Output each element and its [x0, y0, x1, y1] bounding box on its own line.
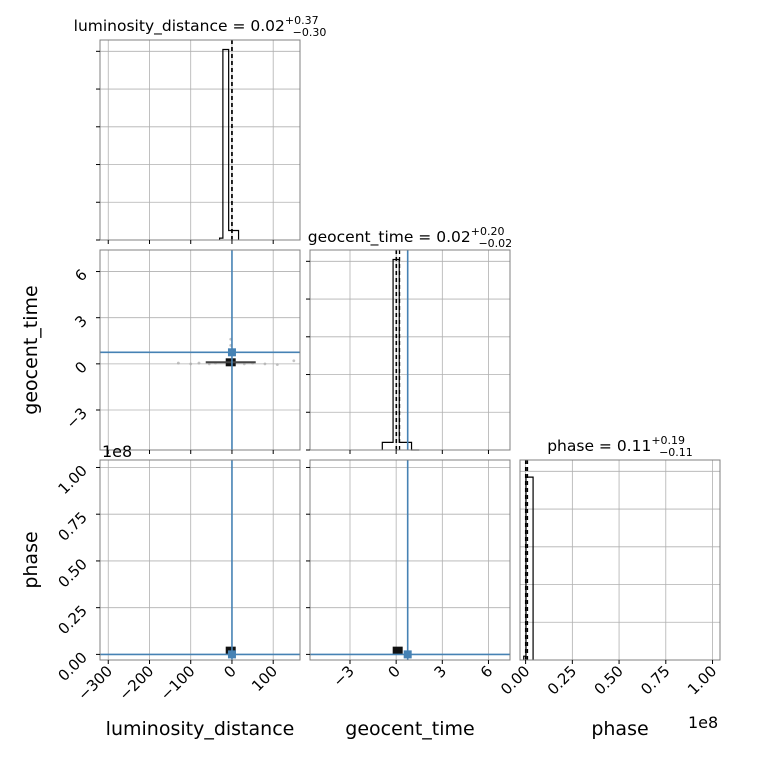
title-geocent-time: geocent_time = 0.02+0.20 −0.02 — [308, 225, 512, 250]
truth-marker — [227, 348, 236, 357]
frame-layer — [99, 39, 721, 661]
truth-marker — [227, 650, 236, 659]
title-luminosity-distance: luminosity_distance = 0.02+0.37 −0.30 — [74, 14, 327, 39]
histogram-geocent_time — [381, 258, 420, 451]
panel-frame — [99, 39, 301, 241]
x-tick-label: −100 — [157, 662, 199, 704]
x-tick-label: 0.00 — [497, 662, 533, 698]
tick-layer: −300 −200 −100 0 100 −3 0 3 6 0.00 0.25 0.50 0.75 1.0… — [54, 50, 720, 704]
y-tick-label: 6 — [71, 266, 90, 285]
panel-frame — [99, 459, 301, 661]
offset-text-phase-x: 1e8 — [688, 713, 718, 732]
ylabel-geocent-time: geocent_time — [20, 285, 42, 414]
y-tick-label: −3 — [62, 404, 90, 432]
x-tick-label: 0.50 — [591, 662, 627, 698]
x-tick-label: 0 — [220, 662, 239, 681]
x-tick-label: 3 — [431, 662, 450, 681]
xlabel-phase: phase — [591, 718, 648, 740]
y-tick-label: 0 — [71, 358, 90, 377]
panel-frame — [519, 459, 721, 661]
truth-marker — [403, 650, 412, 659]
y-tick-label: 0.50 — [54, 555, 90, 591]
scatter-point — [189, 362, 193, 366]
panel-frame — [99, 249, 301, 451]
histogram-luminosity_distance — [218, 48, 240, 240]
x-tick-label: 0.75 — [637, 662, 673, 698]
xlabel-luminosity-distance: luminosity_distance — [106, 718, 295, 740]
data-layer — [100, 40, 534, 660]
y-tick-label: 0.25 — [54, 602, 90, 638]
x-tick-label: 0.25 — [544, 662, 580, 698]
x-tick-label: 0 — [385, 662, 404, 681]
panel-frame — [309, 249, 511, 451]
y-tick-label: 0.75 — [54, 508, 90, 544]
x-tick-label: −3 — [329, 662, 357, 690]
scatter-point — [176, 361, 180, 365]
panel-frame — [309, 459, 511, 661]
y-tick-label: 1.00 — [54, 462, 90, 498]
xlabel-geocent-time: geocent_time — [345, 718, 474, 740]
x-tick-label: −200 — [115, 662, 157, 704]
scatter-point — [275, 363, 279, 367]
ylabel-phase: phase — [20, 531, 42, 588]
scatter-point — [197, 361, 201, 365]
offset-text-phase-y: 1e8 — [102, 442, 132, 461]
grid-layer — [100, 40, 720, 660]
x-tick-label: 1.00 — [684, 662, 720, 698]
density-core — [392, 646, 403, 655]
x-tick-label: 6 — [477, 662, 496, 681]
y-tick-label: 3 — [71, 312, 90, 331]
x-tick-label: 100 — [248, 662, 281, 695]
scatter-point — [292, 359, 296, 363]
title-phase: phase = 0.11+0.19 −0.11 — [547, 434, 693, 459]
scatter-point — [263, 362, 267, 366]
